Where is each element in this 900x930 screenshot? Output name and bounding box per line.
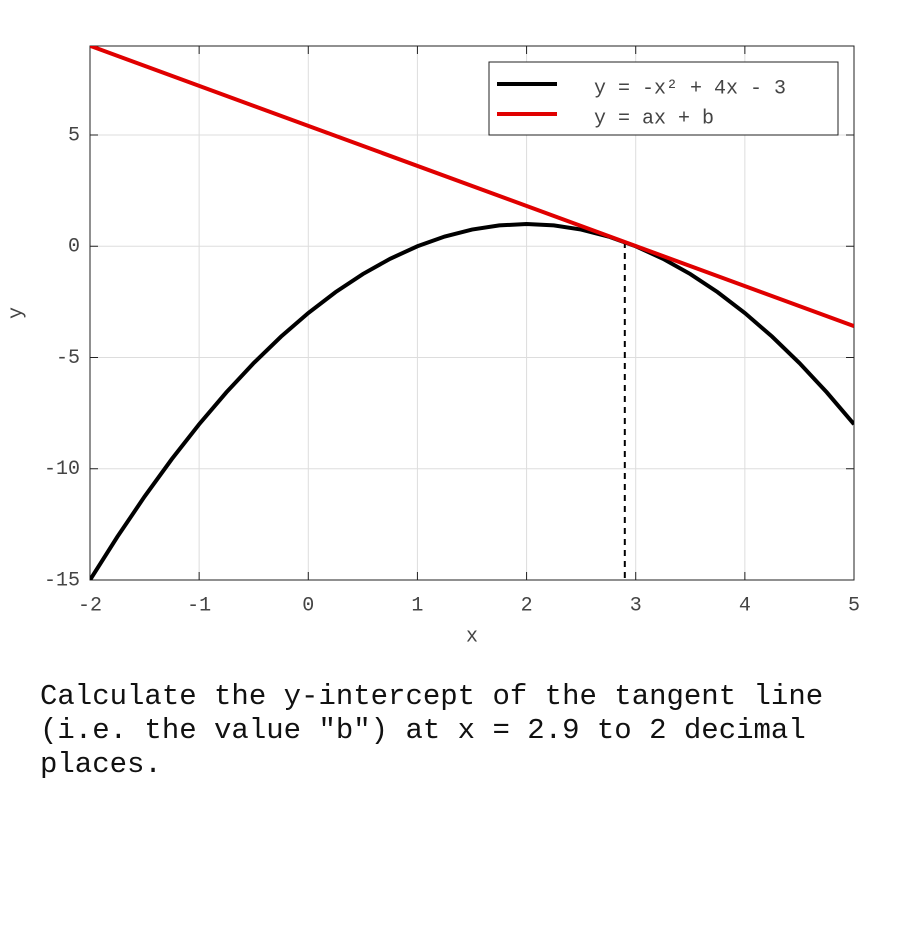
x-tick-label: 3	[630, 594, 642, 617]
y-tick-label: -5	[56, 347, 80, 370]
x-tick-label: 1	[411, 594, 423, 617]
legend-label: y = ax + b	[594, 107, 714, 130]
x-axis-label: x	[466, 625, 478, 648]
y-tick-label: -15	[44, 569, 80, 592]
y-tick-label: 5	[68, 124, 80, 147]
x-tick-label: 4	[739, 594, 751, 617]
y-tick-label: -10	[44, 458, 80, 481]
y-tick-label: 0	[68, 236, 80, 259]
x-tick-label: 2	[521, 594, 533, 617]
x-tick-label: 5	[848, 594, 860, 617]
series-line	[90, 221, 854, 580]
plot-border	[89, 45, 855, 581]
series-line	[90, 46, 854, 329]
y-axis-label: y	[5, 307, 28, 319]
question: Calculate the y-intercept of the tangent…	[40, 680, 824, 781]
legend-box	[488, 61, 839, 136]
x-tick-label: -2	[78, 594, 102, 617]
x-tick-label: -1	[187, 594, 211, 617]
legend-label: y = -x² + 4x - 3	[594, 77, 786, 100]
x-tick-label: 0	[302, 594, 314, 617]
